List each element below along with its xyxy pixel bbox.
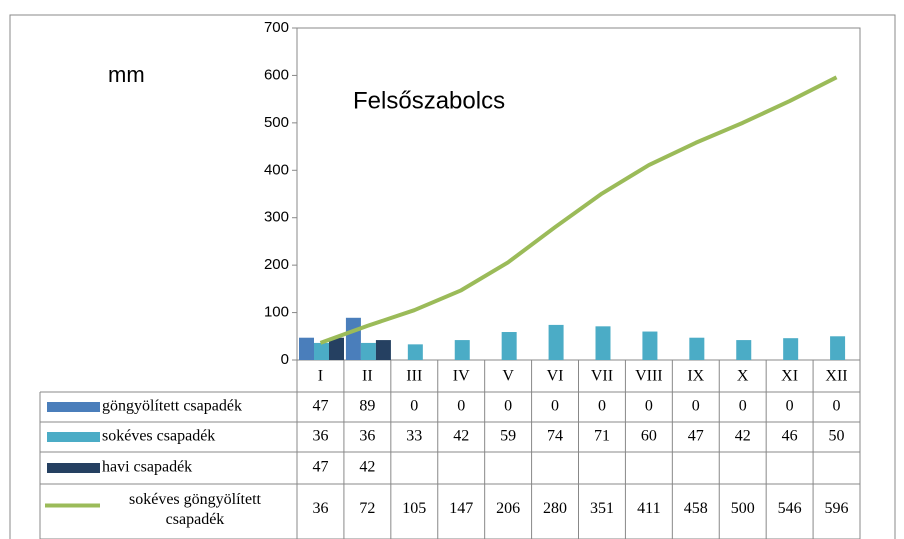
y-tick-label: 0 <box>281 351 289 368</box>
table-value: 0 <box>786 398 794 415</box>
table-value: 280 <box>543 500 567 517</box>
x-tick-label: VIII <box>635 368 663 385</box>
table-value: 351 <box>590 500 614 517</box>
table-value: 500 <box>731 500 755 517</box>
bar <box>299 337 314 360</box>
table-value: 47 <box>312 398 328 415</box>
y-tick-label: 400 <box>264 161 289 178</box>
table-value: 0 <box>692 398 700 415</box>
legend-label: göngyölített csapadék <box>102 398 242 415</box>
table-value: 46 <box>782 428 798 445</box>
bar <box>736 340 752 360</box>
table-value: 0 <box>551 398 559 415</box>
table-value: 42 <box>359 459 375 476</box>
legend-label: havi csapadék <box>102 459 192 476</box>
bar <box>314 342 329 360</box>
table-value: 36 <box>359 428 375 445</box>
table-value: 0 <box>598 398 606 415</box>
y-axis-label: mm <box>108 62 145 87</box>
bar <box>783 338 799 360</box>
table-value: 59 <box>500 428 516 445</box>
legend-swatch <box>47 432 100 442</box>
table-value: 0 <box>739 398 747 415</box>
y-tick-label: 100 <box>264 304 289 321</box>
table-value: 42 <box>453 428 469 445</box>
table-value: 546 <box>778 500 802 517</box>
line <box>319 75 838 345</box>
table-value: 105 <box>402 500 426 517</box>
table-value: 50 <box>829 428 845 445</box>
y-tick-label: 300 <box>264 209 289 226</box>
table-value: 0 <box>504 398 512 415</box>
table-value: 596 <box>825 500 849 517</box>
table-value: 47 <box>312 459 328 476</box>
x-tick-label: V <box>502 368 514 385</box>
x-tick-label: II <box>362 368 373 385</box>
table-value: 42 <box>735 428 751 445</box>
y-tick-label: 700 <box>264 19 289 36</box>
bar <box>642 331 658 360</box>
bar <box>501 332 517 360</box>
y-tick-label: 600 <box>264 66 289 83</box>
x-tick-label: IX <box>687 368 704 385</box>
bar <box>595 326 611 360</box>
chart-title: Felsőszabolcs <box>353 87 505 114</box>
table-value: 0 <box>645 398 653 415</box>
table-value: 206 <box>496 500 520 517</box>
table-value: 33 <box>406 428 422 445</box>
x-tick-label: VI <box>547 368 564 385</box>
bar <box>407 344 423 360</box>
legend-label: sokéves csapadék <box>102 428 215 445</box>
table-value: 0 <box>410 398 418 415</box>
bar <box>329 337 344 360</box>
x-tick-label: III <box>406 368 422 385</box>
table-value: 147 <box>449 500 473 517</box>
table-value: 0 <box>457 398 465 415</box>
table-value: 0 <box>833 398 841 415</box>
x-tick-label: VII <box>591 368 613 385</box>
table-value: 74 <box>547 428 563 445</box>
table-value: 36 <box>312 500 328 517</box>
table-value: 36 <box>312 428 328 445</box>
plot-border <box>296 27 861 361</box>
bar <box>375 340 391 360</box>
table-value: 47 <box>688 428 704 445</box>
x-tick-label: X <box>737 368 749 385</box>
legend-label: sokéves göngyölített csapadék <box>129 491 261 528</box>
x-tick-label: IV <box>453 368 470 385</box>
table-value: 72 <box>359 500 375 517</box>
legend-swatch <box>47 463 100 473</box>
legend-swatch <box>47 402 100 412</box>
y-tick-label: 500 <box>264 114 289 131</box>
bar <box>360 342 376 360</box>
bar <box>830 336 846 360</box>
table-value: 71 <box>594 428 610 445</box>
x-tick-label: I <box>318 368 323 385</box>
bar <box>454 340 470 360</box>
bar <box>345 317 361 360</box>
table-value: 411 <box>637 500 660 517</box>
bar <box>689 337 705 360</box>
table-value: 458 <box>684 500 708 517</box>
x-tick-label: XI <box>781 368 798 385</box>
table-value: 60 <box>641 428 657 445</box>
x-tick-label: XII <box>825 368 847 385</box>
table-value: 89 <box>359 398 375 415</box>
chart-border <box>9 14 896 539</box>
y-tick-label: 200 <box>264 256 289 273</box>
bar <box>548 324 564 360</box>
